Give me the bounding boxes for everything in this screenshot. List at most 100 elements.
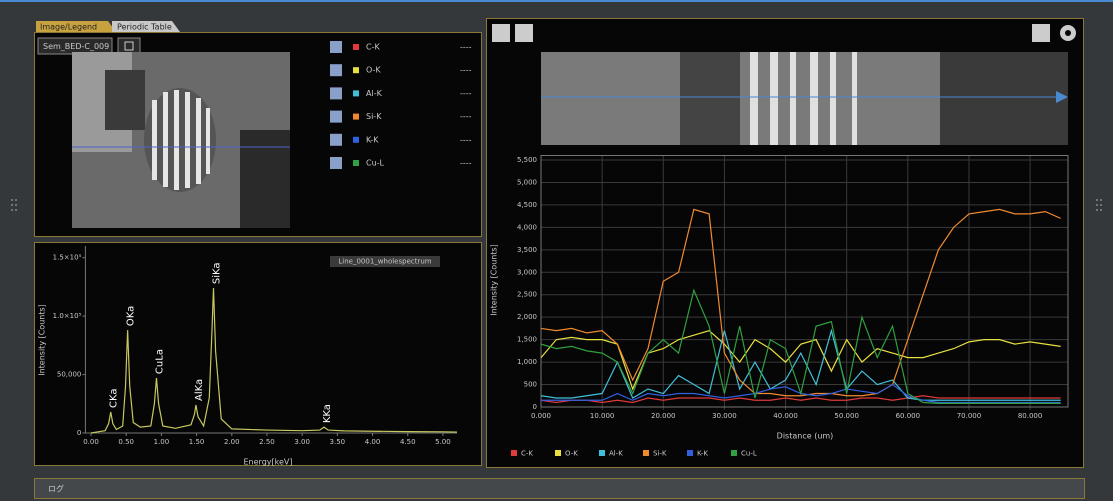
- y-axis-label: Intensity [Counts]: [490, 244, 499, 316]
- x-tick-label: 4.50: [400, 438, 416, 446]
- tab-label[interactable]: Image/Legend: [40, 23, 97, 32]
- legend-swatch: [353, 136, 359, 143]
- x-tick-label: 0.000: [531, 412, 551, 420]
- legend-checkbox[interactable]: [330, 41, 342, 53]
- peak-label: CKa: [109, 388, 120, 408]
- x-tick-label: 20.000: [651, 412, 676, 420]
- legend-checkbox[interactable]: [330, 133, 342, 146]
- x-tick-label: 50.000: [834, 412, 859, 420]
- peak-label: SiKa: [211, 262, 222, 284]
- legend-swatch: [643, 450, 649, 456]
- x-tick-label: 5.00: [435, 438, 451, 446]
- legend-value: ----: [460, 89, 472, 98]
- y-tick-label: 1.0×10⁵: [53, 312, 82, 320]
- y-tick-label: 1.5×10⁵: [53, 254, 82, 262]
- tab[interactable]: [112, 21, 180, 32]
- button-icon: [124, 41, 134, 51]
- thumb-region: [940, 52, 1068, 145]
- y-tick-label: 0: [77, 429, 81, 437]
- legend-swatch: [555, 450, 561, 456]
- peak-label: CuLa: [154, 349, 165, 374]
- y-tick-label: 3,500: [517, 246, 537, 254]
- legend-swatch: [353, 160, 359, 166]
- legend-label: Al-K: [609, 450, 623, 458]
- legend-label: O-K: [565, 450, 578, 458]
- x-tick-label: 3.00: [294, 438, 310, 446]
- legend-checkbox[interactable]: [330, 87, 342, 100]
- image-name: Sem_BED-C_009: [43, 42, 109, 51]
- x-tick-label: 4.00: [365, 438, 381, 446]
- y-tick-label: 2,500: [517, 291, 537, 299]
- legend-value: ----: [460, 43, 472, 52]
- side-handles: [11, 199, 1102, 211]
- y-tick-label: 5,000: [517, 178, 537, 186]
- legend-checkbox[interactable]: [330, 157, 342, 169]
- thumb-stripes: [750, 52, 857, 145]
- series-line: [540, 329, 1061, 391]
- legend-swatch: [511, 450, 517, 456]
- x-tick-label: 30.000: [712, 412, 737, 420]
- scan-thumbnail: [541, 52, 1068, 145]
- x-axis-label: Distance (um): [777, 432, 834, 441]
- legend-value: ----: [460, 66, 472, 75]
- peak-label: KKa: [322, 404, 333, 423]
- legend-value: ----: [460, 112, 472, 121]
- thumb-region: [680, 52, 740, 145]
- tab-label[interactable]: Periodic Table: [117, 23, 172, 32]
- sem-stripes: [152, 90, 210, 190]
- tab-active[interactable]: [36, 21, 116, 32]
- x-tick-label: 2.50: [259, 438, 275, 446]
- y-tick-label: 4,500: [517, 201, 537, 209]
- top-edge: [0, 0, 1113, 2]
- toolbar-button[interactable]: [515, 24, 533, 42]
- legend-label: Si-K: [653, 450, 667, 458]
- legend-checkbox[interactable]: [330, 110, 342, 123]
- print-button[interactable]: [1032, 24, 1050, 42]
- legend-swatch: [687, 450, 693, 456]
- y-tick-label: 1,000: [517, 358, 537, 366]
- sem-image: [72, 52, 290, 228]
- spectrum-title: Line_0001_wholespectrum: [338, 258, 431, 266]
- thumb-arrow: [1056, 91, 1068, 103]
- log-bar: [34, 478, 1085, 499]
- x-tick-label: 10.000: [590, 412, 615, 420]
- peak-label: AlKa: [194, 379, 205, 401]
- y-tick-label: 4,000: [517, 223, 537, 231]
- log-label[interactable]: ログ: [48, 484, 64, 494]
- y-tick-label: 3,000: [517, 268, 537, 276]
- x-tick-label: 0.50: [118, 438, 134, 446]
- legend-label: O-K: [366, 66, 381, 75]
- spectrum-panel: [34, 242, 482, 466]
- button[interactable]: [117, 37, 141, 55]
- y-tick-label: 5,500: [517, 156, 537, 164]
- series-line: [540, 395, 1061, 404]
- series-line: [540, 328, 1061, 401]
- legend-swatch: [731, 450, 737, 456]
- legend-label: K-K: [366, 135, 379, 144]
- legend-label: C-K: [366, 43, 380, 52]
- y-tick-label: 1,500: [517, 336, 537, 344]
- x-tick-label: 1.00: [154, 438, 170, 446]
- legend-label: Cu-L: [366, 159, 385, 168]
- sem-region: [105, 70, 145, 130]
- legend-label: Cu-L: [741, 450, 757, 458]
- settings-hole: [1065, 30, 1071, 36]
- legend-label: K-K: [697, 450, 708, 458]
- y-tick-label: 2,000: [517, 313, 537, 321]
- legend-label: C-K: [521, 450, 533, 458]
- legend-checkbox[interactable]: [330, 64, 342, 77]
- legend-swatch: [353, 113, 359, 120]
- x-tick-label: 2.00: [224, 438, 240, 446]
- x-tick-label: 60.000: [896, 412, 921, 420]
- spectrum-line: [90, 288, 458, 434]
- x-tick-label: 0.00: [83, 438, 99, 446]
- y-tick-label: 0: [533, 403, 537, 411]
- sem-region: [240, 130, 290, 228]
- series-line: [540, 288, 1061, 405]
- x-tick-label: 40.000: [773, 412, 798, 420]
- toolbar-button[interactable]: [492, 24, 510, 42]
- legend-label: Si-K: [366, 112, 382, 121]
- legend-swatch: [599, 450, 605, 456]
- legend-swatch: [353, 67, 359, 74]
